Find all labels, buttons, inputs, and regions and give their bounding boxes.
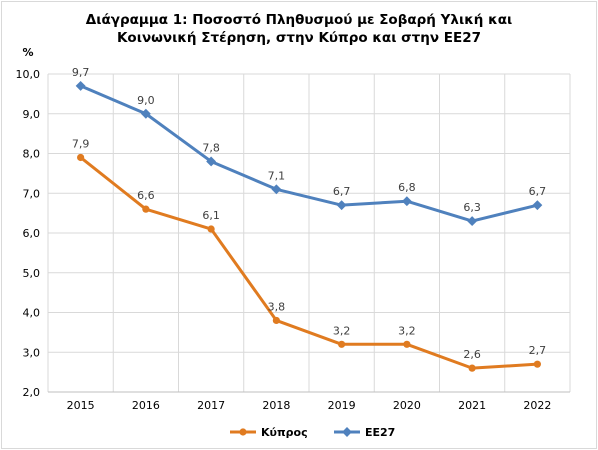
y-tick-label: 5,0: [23, 267, 41, 280]
legend-item: Κύπρος: [230, 426, 308, 439]
data-point: [142, 205, 150, 213]
x-tick-label: 2019: [328, 399, 356, 412]
data-point: [468, 364, 476, 372]
data-point: [401, 196, 412, 207]
data-point: [75, 80, 86, 91]
y-axis-ticks: 2,0 3,0 4,0 5,0 6,0 7,0 8,0 9,0 10,0: [16, 68, 41, 399]
data-label: 2,6: [463, 348, 481, 361]
y-tick-label: 6,0: [23, 227, 41, 240]
legend: Κύπρος ΕΕ27: [230, 426, 395, 439]
data-label: 9,7: [72, 66, 90, 79]
legend-item: ΕΕ27: [334, 426, 395, 439]
chart-title-line-2: Κοινωνική Στέρηση, στην Κύπρο και στην Ε…: [117, 30, 481, 46]
y-axis-unit-label: %: [22, 46, 33, 59]
x-tick-label: 2016: [132, 399, 160, 412]
x-axis-ticks: 2015 2016 2017 2018 2019 2020 2021 2022: [67, 399, 552, 412]
data-label: 6,1: [202, 209, 220, 222]
x-tick-label: 2015: [67, 399, 95, 412]
data-label: 7,1: [268, 169, 286, 182]
data-label: 6,6: [137, 189, 155, 202]
x-tick-label: 2022: [523, 399, 551, 412]
y-tick-label: 7,0: [23, 187, 41, 200]
series-line: [80, 84, 538, 223]
data-label: 6,3: [463, 201, 481, 214]
legend-label: Κύπρος: [261, 426, 308, 439]
data-point: [271, 184, 282, 195]
data-point: [533, 360, 541, 368]
data-point: [206, 156, 217, 167]
series-cyprus: 7,9 6,6 6,1 3,8 3,2 3,2 2,6 2,7: [72, 137, 547, 372]
legend-marker: [342, 427, 352, 437]
series-lines: 7,9 6,6 6,1 3,8 3,2 3,2 2,6 2,7 9,7 9,0 7,8 7,1 6,7 6…: [72, 66, 546, 372]
x-tick-label: 2021: [458, 399, 486, 412]
chart-title: Διάγραμμα 1: Ποσοστό Πληθυσμού με Σοβαρή…: [86, 12, 512, 46]
gridlines: [47, 73, 571, 393]
data-point: [140, 108, 151, 119]
legend-marker: [239, 428, 247, 436]
y-tick-label: 10,0: [16, 68, 41, 81]
data-point: [336, 200, 347, 211]
data-point: [467, 216, 478, 227]
x-tick-label: 2018: [262, 399, 290, 412]
series-line: [79, 156, 538, 370]
x-tick-label: 2017: [197, 399, 225, 412]
data-label: 3,2: [398, 324, 416, 337]
data-point: [532, 200, 543, 211]
data-label: 2,7: [529, 344, 547, 357]
data-label: 9,0: [137, 94, 155, 107]
data-label: 7,9: [72, 137, 90, 150]
data-label: 3,8: [268, 300, 286, 313]
y-tick-label: 3,0: [23, 346, 41, 359]
data-point: [77, 153, 85, 162]
data-point: [272, 316, 280, 325]
data-label: 6,8: [398, 181, 416, 194]
y-tick-label: 2,0: [23, 386, 41, 399]
data-label: 3,2: [333, 324, 351, 337]
data-point: [338, 340, 346, 348]
series-eu27: 9,7 9,0 7,8 7,1 6,7 6,8 6,3 6,7: [72, 66, 547, 227]
chart-title-line-1: Διάγραμμα 1: Ποσοστό Πληθυσμού με Σοβαρή…: [86, 12, 512, 28]
data-label: 6,7: [529, 185, 547, 198]
x-tick-label: 2020: [393, 399, 421, 412]
y-tick-label: 9,0: [23, 108, 41, 121]
data-point: [403, 340, 411, 348]
y-tick-label: 8,0: [23, 148, 41, 161]
data-point: [207, 225, 215, 233]
data-label: 6,7: [333, 185, 351, 198]
y-tick-label: 4,0: [23, 307, 41, 320]
data-label: 7,8: [202, 141, 220, 154]
legend-label: ΕΕ27: [365, 426, 395, 439]
